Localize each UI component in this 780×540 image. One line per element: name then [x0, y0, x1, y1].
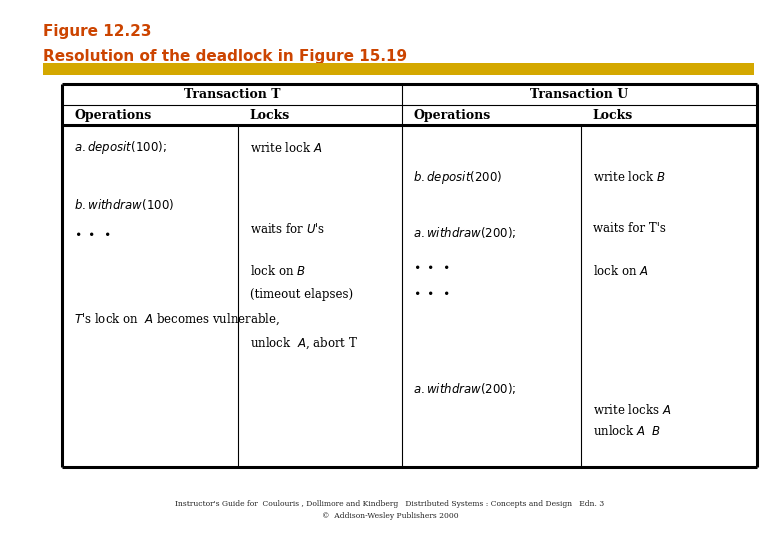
- Text: Operations: Operations: [413, 109, 491, 122]
- Text: Operations: Operations: [74, 109, 151, 122]
- Text: $\bullet\ \bullet\ \bullet$: $\bullet\ \bullet\ \bullet$: [413, 285, 450, 298]
- Text: $a.deposit(100);$: $a.deposit(100);$: [74, 139, 167, 157]
- FancyBboxPatch shape: [43, 63, 754, 75]
- Text: write lock $A$: write lock $A$: [250, 141, 322, 155]
- Text: write locks $A$: write locks $A$: [593, 403, 671, 417]
- Text: Instructor's Guide for  Coulouris , Dollimore and Kindberg   Distributed Systems: Instructor's Guide for Coulouris , Dolli…: [176, 500, 604, 508]
- Text: ©  Addison-Wesley Publishers 2000: © Addison-Wesley Publishers 2000: [321, 512, 459, 519]
- Text: write lock $B$: write lock $B$: [593, 170, 665, 184]
- Text: Resolution of the deadlock in Figure 15.19: Resolution of the deadlock in Figure 15.…: [43, 49, 407, 64]
- Text: waits for T's: waits for T's: [593, 222, 665, 235]
- Text: lock on $B$: lock on $B$: [250, 264, 306, 278]
- Text: $b.deposit(200)$: $b.deposit(200)$: [413, 168, 503, 186]
- Text: Figure 12.23: Figure 12.23: [43, 24, 151, 39]
- Text: $a.withdraw(200);$: $a.withdraw(200);$: [413, 225, 517, 240]
- Text: $b.withdraw(100)$: $b.withdraw(100)$: [74, 197, 174, 212]
- Text: Locks: Locks: [593, 109, 633, 122]
- Text: lock on $A$: lock on $A$: [593, 264, 649, 278]
- Text: Transaction T: Transaction T: [184, 88, 280, 101]
- Text: $a.withdraw(200);$: $a.withdraw(200);$: [413, 381, 517, 396]
- Text: unlock $A$  $B$: unlock $A$ $B$: [593, 424, 661, 438]
- Text: Transaction U: Transaction U: [530, 88, 628, 101]
- Text: waits for $U$'s: waits for $U$'s: [250, 222, 325, 236]
- Text: Locks: Locks: [250, 109, 290, 122]
- Text: $\bullet\ \bullet\ \bullet$: $\bullet\ \bullet\ \bullet$: [413, 259, 450, 272]
- Text: $\bullet\ \bullet\ \bullet$: $\bullet\ \bullet\ \bullet$: [74, 226, 111, 239]
- Text: $T$'s lock on  $A$ becomes vulnerable,: $T$'s lock on $A$ becomes vulnerable,: [74, 312, 280, 327]
- Text: (timeout elapses): (timeout elapses): [250, 288, 353, 301]
- Text: unlock  $A$, abort T: unlock $A$, abort T: [250, 335, 358, 350]
